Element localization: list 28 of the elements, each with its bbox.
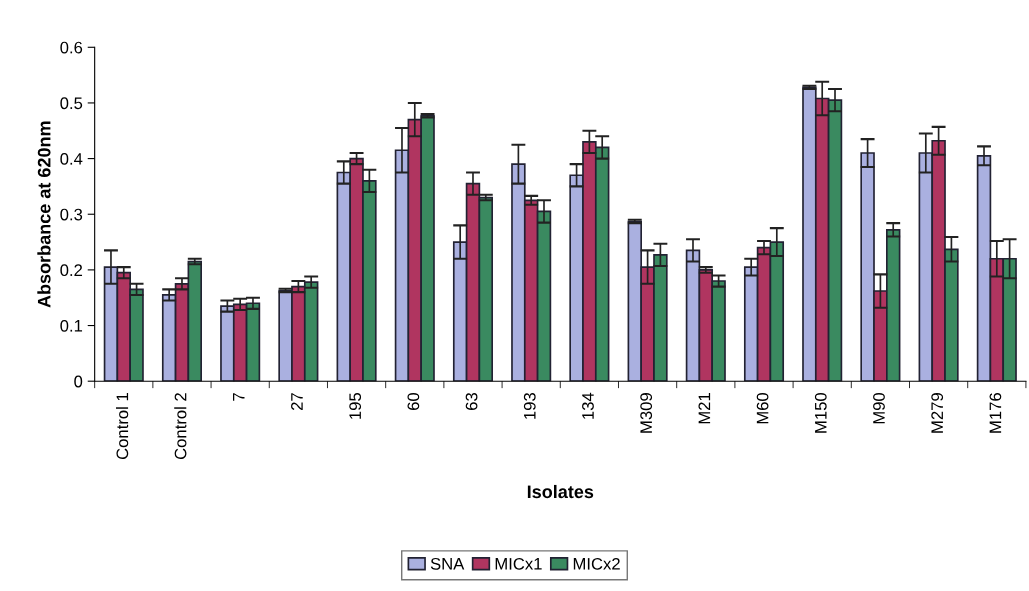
legend-label: MICx2	[573, 557, 620, 570]
x-tick-label: 63	[465, 393, 478, 410]
x-tick-label: M150	[814, 392, 827, 433]
y-tick-label: 0	[74, 375, 83, 388]
x-tick-label: M60	[756, 392, 769, 424]
y-tick-label: 0.1	[60, 319, 83, 332]
x-tick-label: 193	[523, 393, 536, 419]
x-tick-label: Control 1	[116, 393, 129, 460]
legend-label: SNA	[430, 557, 465, 570]
x-tick-label: M21	[698, 393, 711, 424]
x-tick-label: 195	[349, 393, 362, 419]
x-axis-title: Isolates	[527, 484, 594, 499]
x-tick-label: 134	[582, 392, 594, 419]
x-tick-label: M176	[989, 393, 1002, 433]
x-tick-label: M279	[931, 393, 944, 433]
y-tick-label: 0.4	[60, 152, 83, 165]
x-tick-label: M309	[640, 393, 653, 433]
x-tick-label: 7	[233, 393, 245, 401]
x-tick-label: Control 2	[174, 393, 187, 460]
x-tick-label: M90	[873, 392, 885, 424]
y-axis-title: Absorbance at 620nm	[37, 121, 51, 308]
x-tick-label: 27	[291, 393, 303, 410]
legend-label: MICx1	[495, 557, 542, 570]
y-tick-label: 0.6	[60, 41, 83, 54]
y-tick-label: 0.3	[60, 208, 83, 221]
x-tick-label: 60	[407, 392, 420, 410]
y-tick-label: 0.5	[60, 97, 83, 110]
y-tick-label: 0.2	[60, 264, 83, 277]
